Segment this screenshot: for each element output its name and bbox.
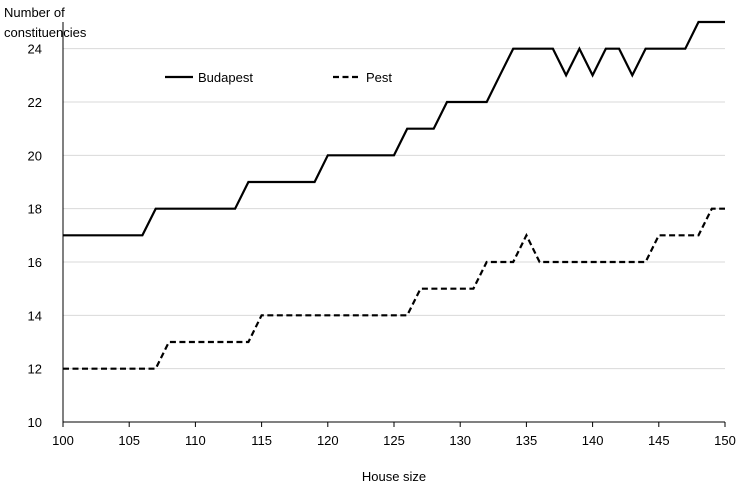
- y-tick-label-12: 12: [28, 362, 42, 377]
- x-axis-title: House size: [362, 469, 426, 484]
- series-line-pest: [63, 207, 725, 370]
- y-tick-label-20: 20: [28, 148, 42, 163]
- y-tick-labels: 10 12 14 16 18 20 22 24: [28, 42, 42, 430]
- y-tick-label-14: 14: [28, 308, 42, 323]
- y-tick-label-22: 22: [28, 95, 42, 110]
- x-tick-label-125: 125: [383, 433, 405, 448]
- series-lines: [63, 20, 725, 370]
- x-tick-label-140: 140: [582, 433, 604, 448]
- x-tick-label-130: 130: [449, 433, 471, 448]
- x-tick-label-135: 135: [516, 433, 538, 448]
- y-tick-label-10: 10: [28, 415, 42, 430]
- legend: Budapest Pest: [165, 70, 392, 85]
- y-tick-label-18: 18: [28, 202, 42, 217]
- series-line-budapest: [63, 20, 725, 237]
- x-tick-label-115: 115: [251, 433, 272, 448]
- y-axis-title: Number of constituencies: [4, 5, 87, 40]
- x-tick-label-150: 150: [714, 433, 736, 448]
- x-tick-labels: 100 105 110 115 120 125 130 135 140 145 150: [52, 422, 736, 448]
- x-tick-label-100: 100: [52, 433, 74, 448]
- y-tick-label-24: 24: [28, 42, 42, 57]
- legend-label-pest: Pest: [366, 70, 392, 85]
- x-tick-label-110: 110: [185, 433, 206, 448]
- x-tick-label-120: 120: [317, 433, 339, 448]
- x-tick-label-145: 145: [648, 433, 670, 448]
- legend-label-budapest: Budapest: [198, 70, 253, 85]
- x-tick-label-105: 105: [118, 433, 140, 448]
- y-tick-label-16: 16: [28, 255, 42, 270]
